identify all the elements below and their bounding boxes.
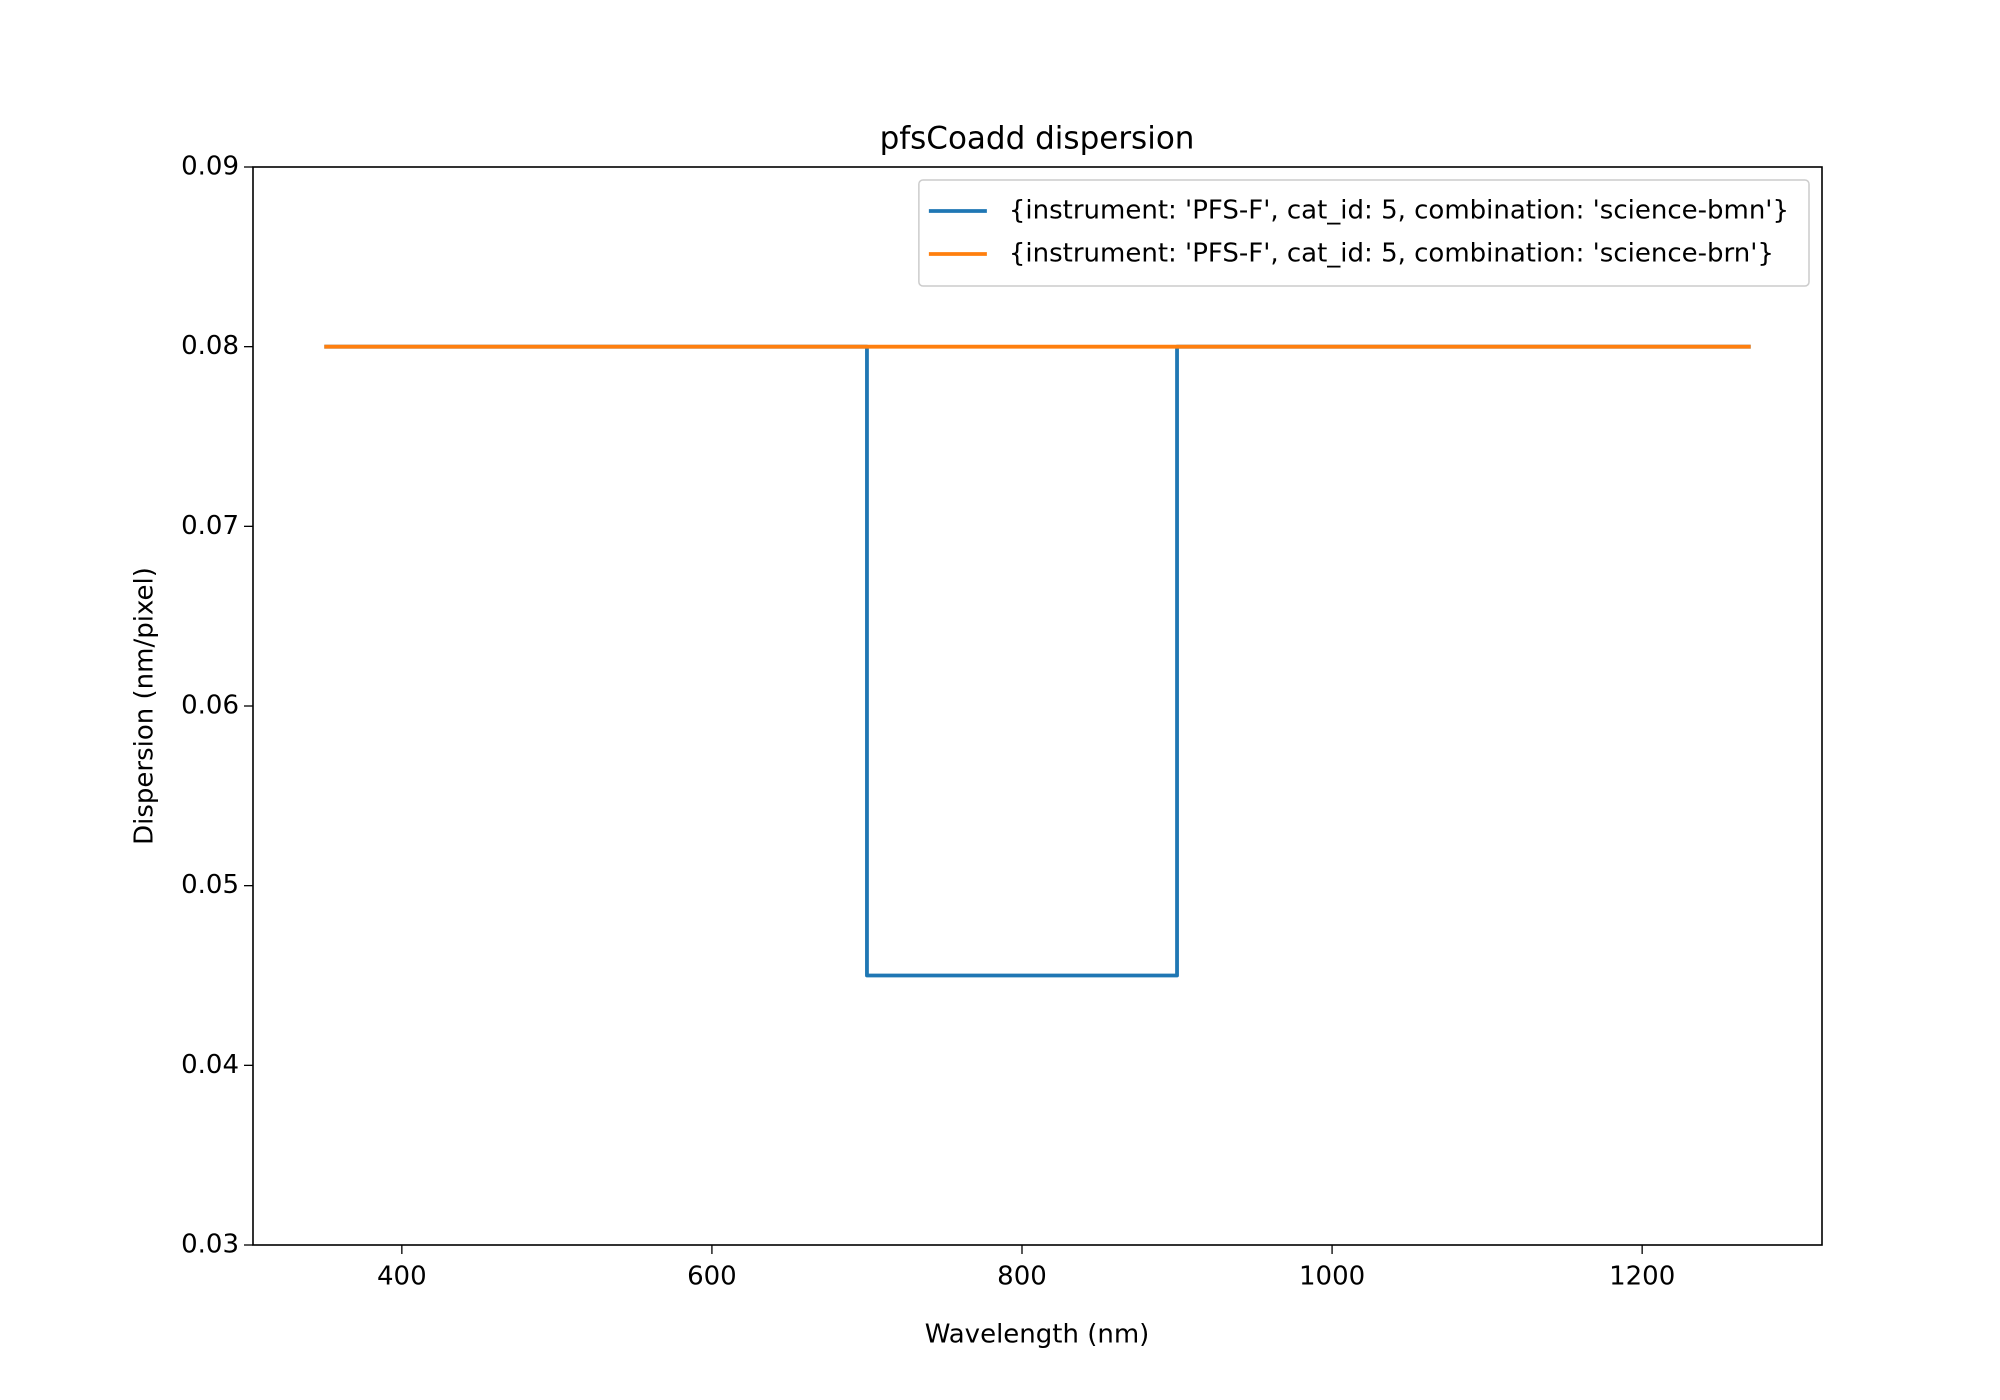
axes-frame [252,166,1823,1246]
x-tick-label: 1200 [1609,1262,1675,1292]
y-tick-label: 0.05 [181,870,239,900]
y-tick-label: 0.09 [181,152,239,182]
y-tick-label: 0.03 [181,1230,239,1260]
legend-label: {instrument: 'PFS-F', cat_id: 5, combina… [1009,239,1774,269]
y-tick-label: 0.07 [181,511,239,541]
y-tick-label: 0.08 [181,331,239,361]
x-tick-label: 1000 [1299,1262,1365,1292]
x-axis-label: Wavelength (nm) [925,1320,1150,1350]
y-tick-label: 0.04 [181,1050,239,1080]
y-tick-label: 0.06 [181,691,239,721]
x-tick-label: 400 [377,1262,427,1292]
legend: {instrument: 'PFS-F', cat_id: 5, combina… [918,179,1810,287]
x-tick-label: 800 [997,1262,1047,1292]
x-tick-label: 600 [687,1262,737,1292]
legend-label: {instrument: 'PFS-F', cat_id: 5, combina… [1009,196,1789,226]
legend-box [918,179,1810,287]
chart-title: pfsCoadd dispersion [880,121,1195,157]
y-axis-label: Dispersion (nm/pixel) [130,567,160,845]
